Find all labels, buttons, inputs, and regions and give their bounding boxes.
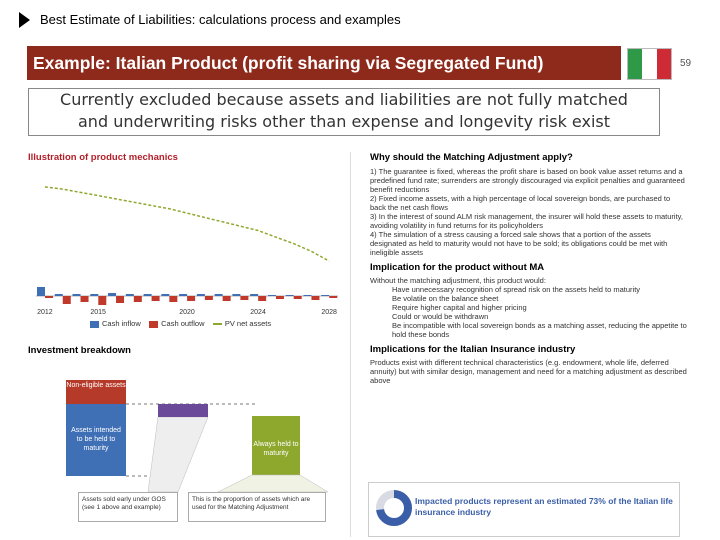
bar-cash-inflow (72, 294, 81, 296)
bar-cash-outflow (98, 296, 107, 305)
x-tick-label: 2024 (250, 309, 266, 316)
implication-item: Be volatile on the balance sheet (392, 294, 499, 303)
bar-cash-inflow (161, 294, 170, 296)
why-item: 4) The simulation of a stress causing a … (370, 230, 668, 257)
bar-cash-inflow (321, 295, 330, 296)
bar-cash-inflow (285, 295, 294, 296)
why-item: 2) Fixed income assets, with a high perc… (370, 194, 671, 212)
legend-inflow: Cash inflow (102, 319, 141, 328)
bar-cash-outflow (187, 296, 196, 301)
why-list: 1) The guarantee is fixed, whereas the p… (370, 167, 688, 257)
impact-text: Impacted products represent an estimated… (415, 496, 673, 517)
box-intended-held: Assets intended to be held to maturity (66, 404, 126, 476)
implication-lead: Without the matching adjustment, this pr… (370, 276, 546, 285)
legend-swatch-pv (212, 323, 222, 326)
x-tick-label: 2020 (179, 309, 195, 316)
impact-callout (368, 482, 680, 537)
implication-list: Without the matching adjustment, this pr… (370, 276, 688, 339)
why-item: 3) In the interest of sound ALM risk man… (370, 212, 683, 230)
exclusion-note: Currently excluded because assets and li… (28, 88, 660, 136)
flag-stripe-white (642, 49, 657, 79)
bar-cash-inflow (90, 294, 99, 296)
bar-cash-outflow (80, 296, 89, 302)
x-tick-label: 2012 (37, 309, 53, 316)
legend-pv: PV net assets (224, 319, 272, 328)
bar-cash-inflow (250, 294, 259, 296)
bar-cash-inflow (143, 294, 152, 296)
impact-donut-chart (376, 490, 412, 526)
breakdown-callout-lines (147, 417, 329, 493)
bar-cash-outflow (151, 296, 160, 301)
box-always-held: Always held to maturity (252, 416, 300, 476)
product-mechanics-chart: 2012 2015 2020 2024 2028 (36, 186, 338, 316)
bar-cash-outflow (275, 296, 284, 299)
legend-swatch-outflow (149, 320, 159, 328)
product-mechanics-title: Illustration of product mechanics (28, 152, 178, 163)
implication-item: Be incompatible with local sovereign bon… (392, 321, 687, 339)
why-item: 1) The guarantee is fixed, whereas the p… (370, 167, 685, 194)
bar-cash-inflow (196, 294, 205, 296)
flag-stripe-red (656, 49, 671, 79)
bar-cash-outflow (293, 296, 302, 299)
implication-item: Have unnecessary recognition of spread r… (392, 285, 641, 294)
bar-cash-outflow (169, 296, 178, 302)
bar-cash-outflow (329, 296, 338, 298)
bar-cash-outflow (240, 296, 249, 300)
implication-item: Require higher capital and higher pricin… (392, 303, 527, 312)
bar-cash-inflow (37, 287, 45, 296)
bar-cash-inflow (125, 294, 134, 296)
investment-breakdown-title: Investment breakdown (28, 345, 131, 356)
panel-divider (350, 152, 351, 537)
box-non-eligible: Non-eligible assets (66, 380, 126, 404)
bar-cash-inflow (54, 294, 63, 296)
bar-cash-inflow (303, 295, 312, 296)
bar-cash-outflow (133, 296, 142, 302)
page-number: 59 (680, 58, 692, 69)
bar-cash-inflow (214, 294, 223, 296)
bar-cash-outflow (116, 296, 125, 303)
bar-cash-outflow (258, 296, 267, 301)
section-banner (27, 46, 621, 80)
bar-cash-inflow (179, 294, 188, 296)
header-arrow-icon (19, 12, 30, 28)
legend-outflow: Cash outflow (161, 319, 205, 328)
why-title: Why should the Matching Adjustment apply… (370, 152, 573, 163)
matching-adjustment-panel: Why should the Matching Adjustment apply… (370, 152, 688, 482)
banner-title: Example: Italian Product (profit sharing… (33, 53, 544, 73)
box-sold-early (158, 404, 208, 418)
bar-cash-inflow (267, 295, 276, 296)
bar-cash-outflow (311, 296, 320, 300)
legend-swatch-inflow (90, 320, 99, 328)
x-tick-label: 2028 (321, 309, 337, 316)
bar-cash-outflow (222, 296, 231, 301)
bar-cash-outflow (44, 296, 53, 298)
industry-title: Implications for the Italian Insurance i… (370, 344, 576, 355)
bar-cash-inflow (108, 293, 117, 296)
bar-cash-outflow (62, 296, 71, 304)
product-illustration-figure: Illustration of product mechanics 2012 20… (28, 152, 346, 538)
slide-header-title: Best Estimate of Liabilities: calculatio… (40, 12, 401, 27)
implication-title: Implication for the product without MA (370, 262, 545, 273)
chart-legend: Cash inflow Cash outflow PV net assets (90, 319, 271, 328)
line-pv-net-assets (44, 186, 330, 262)
italy-flag-icon (627, 48, 672, 80)
bar-cash-inflow (232, 294, 241, 296)
bar-cash-outflow (204, 296, 213, 300)
industry-item: Products exist with different technical … (370, 358, 687, 385)
donut-arc-73 (376, 490, 412, 526)
flag-stripe-green (628, 49, 643, 79)
x-tick-label: 2015 (90, 309, 106, 316)
note-line-1: Currently excluded because assets and li… (60, 90, 628, 109)
implication-item: Could or would be withdrawn (392, 312, 489, 321)
caption-sold-early: Assets sold early under GOS (see 1 above… (78, 492, 178, 522)
note-line-2: and underwriting risks other than expens… (78, 112, 610, 131)
caption-matching-proportion: This is the proportion of assets which a… (188, 492, 326, 522)
